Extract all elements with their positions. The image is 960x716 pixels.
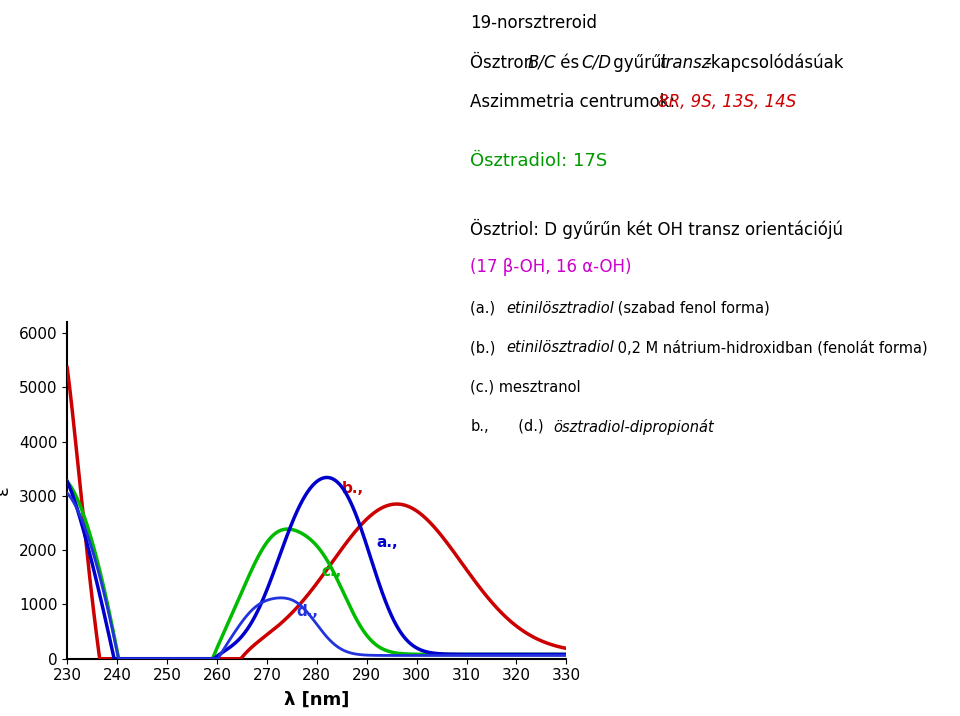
Text: b.,: b., [470,419,489,434]
Text: (b.): (b.) [470,340,500,355]
Text: 0,2 M nátrium-hidroxidban (fenolát forma): 0,2 M nátrium-hidroxidban (fenolát forma… [613,340,928,356]
Text: (a.): (a.) [470,301,500,316]
Text: etinilösztradiol: etinilösztradiol [506,301,613,316]
Text: B/C: B/C [528,54,557,72]
Text: gyűrűi: gyűrűi [608,54,671,72]
Text: 8R, 9S, 13S, 14S: 8R, 9S, 13S, 14S [658,93,796,111]
Text: (17 β-OH, 16 α-OH): (17 β-OH, 16 α-OH) [470,258,632,276]
Text: transz: transz [660,54,711,72]
Text: (c.) mesztranol: (c.) mesztranol [470,379,581,395]
Text: b.,: b., [342,481,364,496]
Text: d.,: d., [297,604,319,619]
Y-axis label: ε: ε [0,485,12,495]
Text: és: és [555,54,585,72]
Text: ösztradiol-dipropionát: ösztradiol-dipropionát [553,419,713,435]
Text: c.,: c., [322,563,342,579]
Text: Ösztradiol: 17S: Ösztradiol: 17S [470,152,608,170]
Text: Ösztron: Ösztron [470,54,540,72]
Text: (d.): (d.) [509,419,548,434]
Text: (szabad fenol forma): (szabad fenol forma) [613,301,770,316]
Text: C/D: C/D [581,54,611,72]
Text: a.,: a., [376,536,398,551]
Text: Aszimmetria centrumok:: Aszimmetria centrumok: [470,93,681,111]
Text: Ösztriol: D gyűrűn két OH transz orientációjú: Ösztriol: D gyűrűn két OH transz orientá… [470,219,844,239]
Text: -kapcsolódásúak: -kapcsolódásúak [706,54,844,72]
X-axis label: λ [nm]: λ [nm] [284,690,349,708]
Text: etinilösztradiol: etinilösztradiol [506,340,613,355]
Text: 19-norsztreroid: 19-norsztreroid [470,14,597,32]
